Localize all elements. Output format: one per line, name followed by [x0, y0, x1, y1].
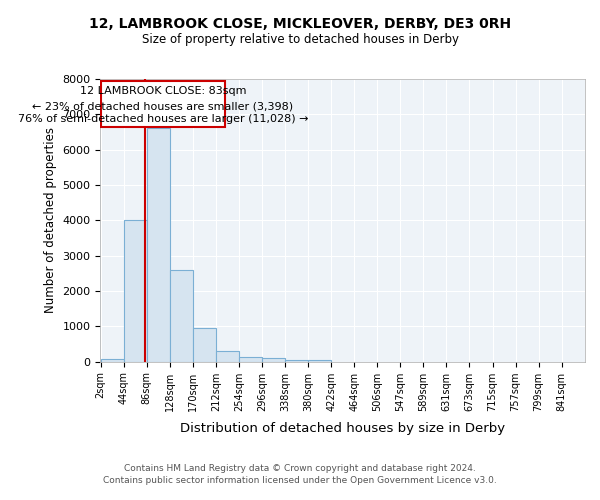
Y-axis label: Number of detached properties: Number of detached properties — [44, 128, 57, 314]
Text: ← 23% of detached houses are smaller (3,398): ← 23% of detached houses are smaller (3,… — [32, 101, 293, 111]
Bar — [101, 359, 124, 362]
Bar — [146, 128, 170, 362]
Bar — [262, 358, 285, 362]
Bar — [101, 81, 225, 127]
Text: 12 LAMBROOK CLOSE: 83sqm: 12 LAMBROOK CLOSE: 83sqm — [80, 86, 246, 96]
Bar — [170, 270, 193, 362]
Bar — [216, 351, 239, 362]
Bar — [239, 358, 262, 362]
X-axis label: Distribution of detached houses by size in Derby: Distribution of detached houses by size … — [180, 422, 505, 435]
Bar — [193, 328, 216, 362]
Text: 12, LAMBROOK CLOSE, MICKLEOVER, DERBY, DE3 0RH: 12, LAMBROOK CLOSE, MICKLEOVER, DERBY, D… — [89, 18, 511, 32]
Text: Contains HM Land Registry data © Crown copyright and database right 2024.
Contai: Contains HM Land Registry data © Crown c… — [103, 464, 497, 485]
Text: 76% of semi-detached houses are larger (11,028) →: 76% of semi-detached houses are larger (… — [17, 114, 308, 124]
Bar — [285, 360, 308, 362]
Bar — [124, 220, 146, 362]
Bar — [308, 360, 331, 362]
Text: Size of property relative to detached houses in Derby: Size of property relative to detached ho… — [142, 32, 458, 46]
